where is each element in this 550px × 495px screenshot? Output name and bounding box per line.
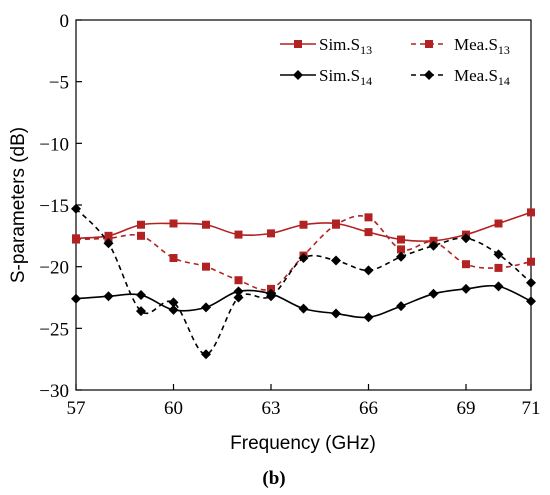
y-tick-label: −20 xyxy=(39,258,69,279)
data-point-mea-s14 xyxy=(103,238,114,249)
x-tick-label: 60 xyxy=(164,398,183,419)
data-point-mea-s14 xyxy=(71,203,81,214)
data-point-sim-s14 xyxy=(168,304,179,315)
data-point-sim-s14 xyxy=(493,281,504,292)
markers-layer xyxy=(71,203,536,360)
y-tick-label: 0 xyxy=(60,11,70,32)
data-point-mea-s13 xyxy=(462,260,470,269)
x-axis-title: Frequency (GHz) xyxy=(230,433,376,454)
data-point-sim-s14 xyxy=(201,302,211,313)
data-point-mea-s13 xyxy=(332,220,340,229)
data-point-sim-s13 xyxy=(267,229,275,238)
data-point-sim-s14 xyxy=(461,283,471,294)
data-point-mea-s14 xyxy=(363,265,374,276)
x-tick-label: 66 xyxy=(359,398,378,419)
svg-text:Sim.S14: Sim.S14 xyxy=(319,66,372,88)
figure-caption: (b) xyxy=(262,468,285,489)
x-tick-label: 69 xyxy=(457,398,476,419)
svg-text:Mea.S13: Mea.S13 xyxy=(454,35,510,57)
data-point-sim-s14 xyxy=(526,296,536,307)
data-point-mea-s13 xyxy=(234,276,243,285)
data-point-mea-s14 xyxy=(266,291,276,302)
data-point-mea-s14 xyxy=(428,240,439,251)
legend-item-sim-s13: Sim.S13 xyxy=(280,35,372,57)
data-point-mea-s13 xyxy=(364,213,373,222)
data-point-mea-s14 xyxy=(201,349,211,360)
data-point-mea-s14 xyxy=(493,249,504,260)
data-point-sim-s14 xyxy=(103,291,114,302)
x-tick-label: 57 xyxy=(67,398,86,419)
data-point-mea-s14 xyxy=(461,233,471,244)
data-point-sim-s13 xyxy=(202,220,210,229)
data-point-mea-s13 xyxy=(169,254,178,263)
data-point-mea-s13 xyxy=(72,235,80,244)
y-tick-label: −15 xyxy=(39,196,69,217)
legend-item-mea-s13: Mea.S13 xyxy=(411,35,510,57)
data-point-sim-s14 xyxy=(298,303,309,314)
data-point-sim-s14 xyxy=(136,290,146,301)
data-point-sim-s14 xyxy=(396,301,406,312)
data-point-mea-s14 xyxy=(396,251,406,262)
data-point-sim-s13 xyxy=(364,228,373,237)
legend: Sim.S13 Mea.S13 Sim.S14 Mea.S14 xyxy=(280,35,510,88)
plot-area xyxy=(75,19,532,391)
data-point-mea-s14 xyxy=(331,255,341,266)
data-point-mea-s14 xyxy=(136,306,146,317)
y-tick-label: −30 xyxy=(39,381,69,402)
data-point-sim-s13 xyxy=(169,219,178,228)
legend-item-sim-s14: Sim.S14 xyxy=(280,66,372,88)
svg-text:Mea.S14: Mea.S14 xyxy=(454,66,510,88)
data-point-sim-s14 xyxy=(428,288,439,299)
y-tick-label: −5 xyxy=(49,73,69,94)
data-point-sim-s14 xyxy=(363,312,374,323)
data-point-sim-s14 xyxy=(71,293,81,304)
y-tick-label: −25 xyxy=(39,319,69,340)
data-point-sim-s13 xyxy=(397,235,405,244)
legend-item-mea-s14: Mea.S14 xyxy=(411,66,510,88)
x-tick-label: 63 xyxy=(262,398,281,419)
data-point-mea-s14 xyxy=(298,253,309,264)
svg-text:Sim.S13: Sim.S13 xyxy=(319,35,372,57)
data-point-sim-s13 xyxy=(234,230,243,239)
data-point-sim-s14 xyxy=(233,286,244,297)
data-point-mea-s14 xyxy=(233,292,244,303)
data-point-mea-s14 xyxy=(526,277,536,288)
data-point-sim-s13 xyxy=(299,220,308,229)
x-tick-label: 71 xyxy=(522,398,541,419)
data-point-sim-s14 xyxy=(331,308,341,319)
data-point-sim-s13 xyxy=(527,208,535,217)
data-point-mea-s13 xyxy=(137,231,145,240)
data-point-mea-s13 xyxy=(494,263,503,272)
data-point-sim-s13 xyxy=(137,220,145,229)
ticks-layer: 57 60 63 66 69 71 0 −5 −10 −15 −20 −25 −30 xyxy=(39,11,540,419)
data-point-mea-s13 xyxy=(397,245,405,254)
data-point-mea-s13 xyxy=(202,262,210,271)
data-point-mea-s14 xyxy=(168,297,179,308)
y-axis-title: S-parameters (dB) xyxy=(8,127,29,283)
y-tick-label: −10 xyxy=(39,134,69,155)
data-point-sim-s13 xyxy=(494,219,503,228)
data-point-mea-s13 xyxy=(527,257,535,266)
